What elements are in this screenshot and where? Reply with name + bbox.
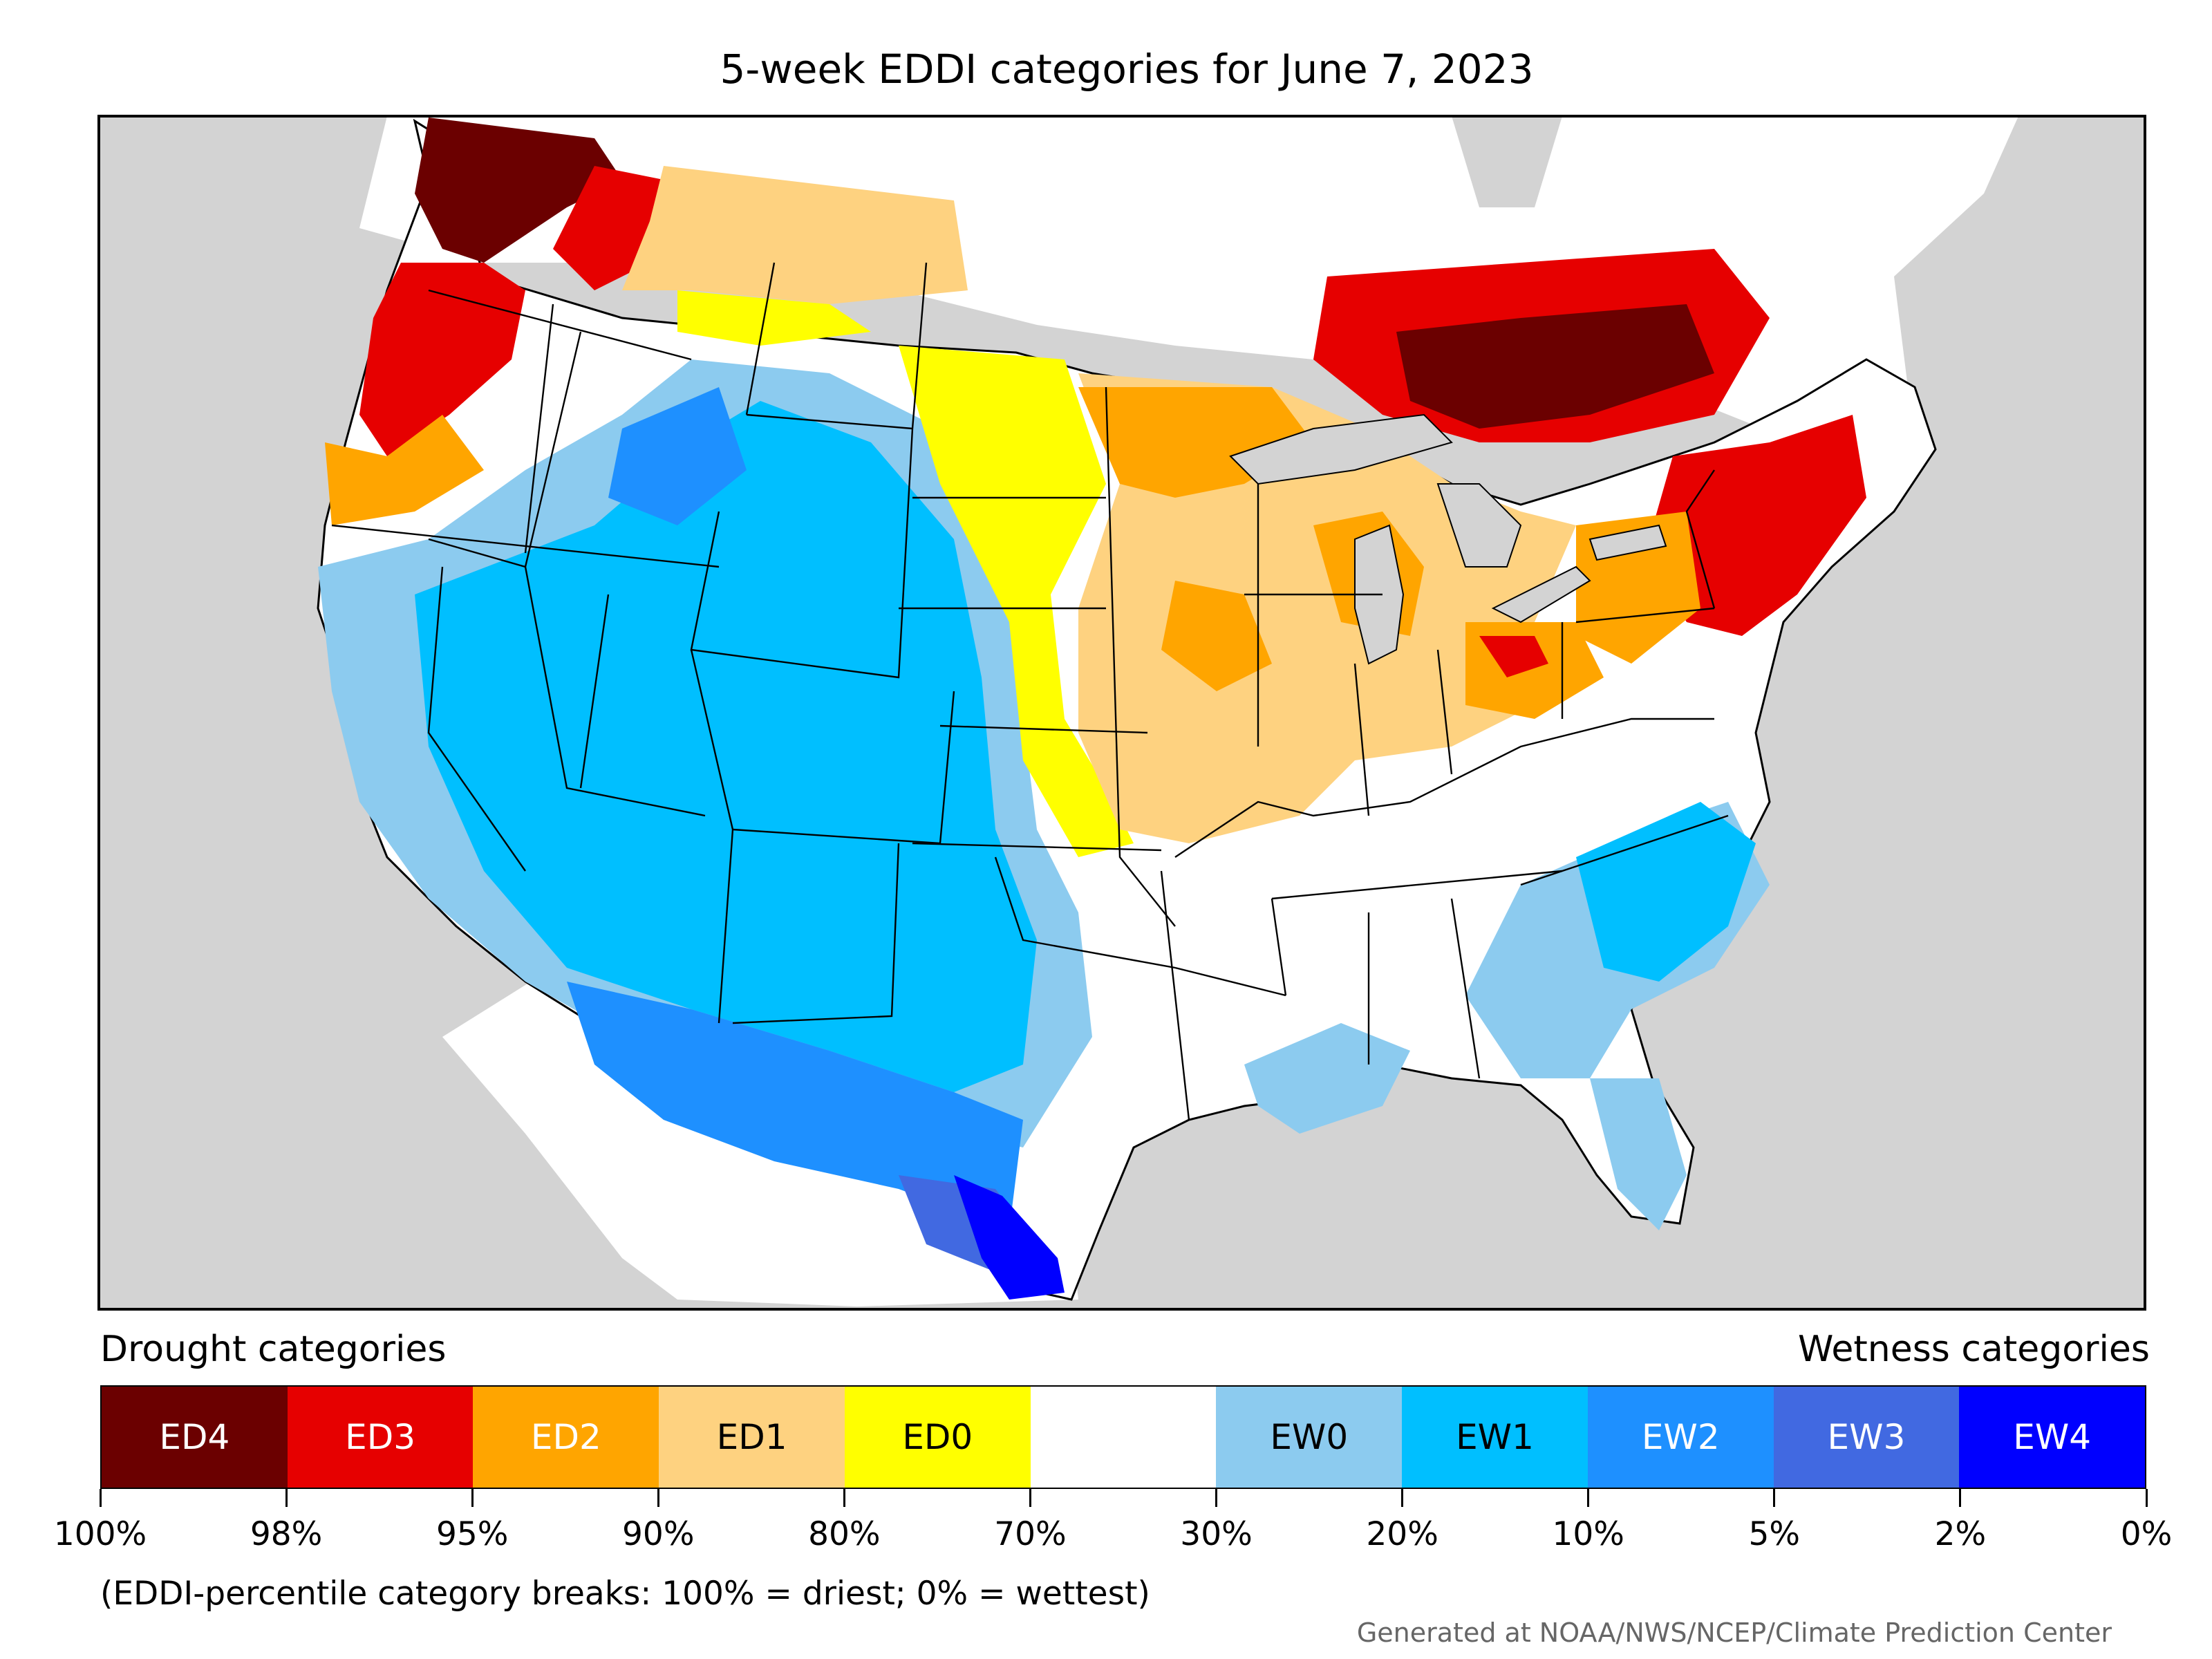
legend-cell-ew4: EW4 (1959, 1387, 2146, 1488)
florida-ew0 (1590, 1078, 1687, 1230)
legend-cell-ed0: ED0 (844, 1387, 1031, 1488)
legend-tick (1587, 1489, 1590, 1507)
hudson-bay-edge (1452, 116, 1562, 207)
legend-tick (1215, 1489, 1218, 1507)
legend-cell-ed4: ED4 (102, 1387, 288, 1488)
legend-tick-label: 10% (1552, 1515, 1624, 1553)
state-borders (331, 262, 1729, 1121)
category-note: (EDDI-percentile category breaks: 100% =… (100, 1575, 1150, 1613)
legend-cell-neutral (1030, 1387, 1217, 1488)
legend-cell-ew0: EW0 (1216, 1387, 1403, 1488)
legend-tick-label: 0% (2120, 1515, 2173, 1553)
lake-huron (1436, 483, 1522, 568)
legend-tick (1773, 1489, 1776, 1507)
legend-colorbar: ED4 ED3 ED2 ED1 ED0 EW0 EW1 EW2 EW3 EW4 (100, 1385, 2146, 1489)
legend-tick-label: 20% (1366, 1515, 1438, 1553)
legend-tick-label: 30% (1180, 1515, 1253, 1553)
map-frame (97, 115, 2146, 1311)
west-ew2 (567, 982, 1023, 1230)
legend-tick (1029, 1489, 1031, 1507)
legend-cell-ew2: EW2 (1587, 1387, 1774, 1488)
wetness-categories-header: Wetness categories (1798, 1329, 2150, 1370)
west-ew2-b (608, 387, 747, 525)
legend-cell-ed2: ED2 (473, 1387, 659, 1488)
west-ew1 (415, 401, 1037, 1092)
nw-ed3 (359, 263, 525, 456)
legend-tick (471, 1489, 474, 1507)
drought-categories-header: Drought categories (100, 1329, 447, 1370)
legend-tick (285, 1489, 288, 1507)
legend-tick-label: 90% (622, 1515, 695, 1553)
oh-ed3 (1479, 636, 1548, 677)
legend-tick-label: 80% (808, 1515, 881, 1553)
eddi-map (97, 115, 2146, 1311)
plains-ed0 (899, 346, 1134, 857)
legend-cell-ew3: EW3 (1773, 1387, 1960, 1488)
nw-ed4 (415, 118, 622, 263)
credit-line: Generated at NOAA/NWS/NCEP/Climate Predi… (1356, 1618, 2112, 1648)
legend-cell-ed3: ED3 (287, 1387, 474, 1488)
legend-tick-label: 2% (1934, 1515, 1987, 1553)
legend-tick-label: 98% (250, 1515, 323, 1553)
legend-tick (2145, 1489, 2148, 1507)
legend-ticks (99, 1489, 2148, 1510)
legend-cell-ew1: EW1 (1402, 1387, 1588, 1488)
nw-ed0 (677, 290, 871, 346)
midwest-ed2-b (1161, 581, 1272, 691)
legend-tick (843, 1489, 845, 1507)
legend-tick-label: 5% (1748, 1515, 1801, 1553)
legend-cell-ed1: ED1 (659, 1387, 845, 1488)
tx-ew4 (954, 1175, 1065, 1300)
legend-tick-label: 70% (994, 1515, 1067, 1553)
nw-ed1 (622, 166, 968, 304)
legend-tick (99, 1489, 102, 1507)
legend-tick (1959, 1489, 1962, 1507)
nw-ed2 (325, 415, 484, 525)
legend-tick-label: 100% (53, 1515, 147, 1553)
ontario-ed4 (1396, 304, 1714, 429)
legend-tick (657, 1489, 659, 1507)
map-title: 5-week EDDI categories for June 7, 2023 (720, 46, 1534, 93)
ne-ed3 (1645, 415, 1866, 636)
legend-tick (1401, 1489, 1404, 1507)
lake-ontario (1588, 524, 1667, 561)
se-ew1 (1576, 802, 1756, 982)
legend-tick-label: 95% (435, 1515, 509, 1553)
lake-erie (1491, 565, 1591, 624)
